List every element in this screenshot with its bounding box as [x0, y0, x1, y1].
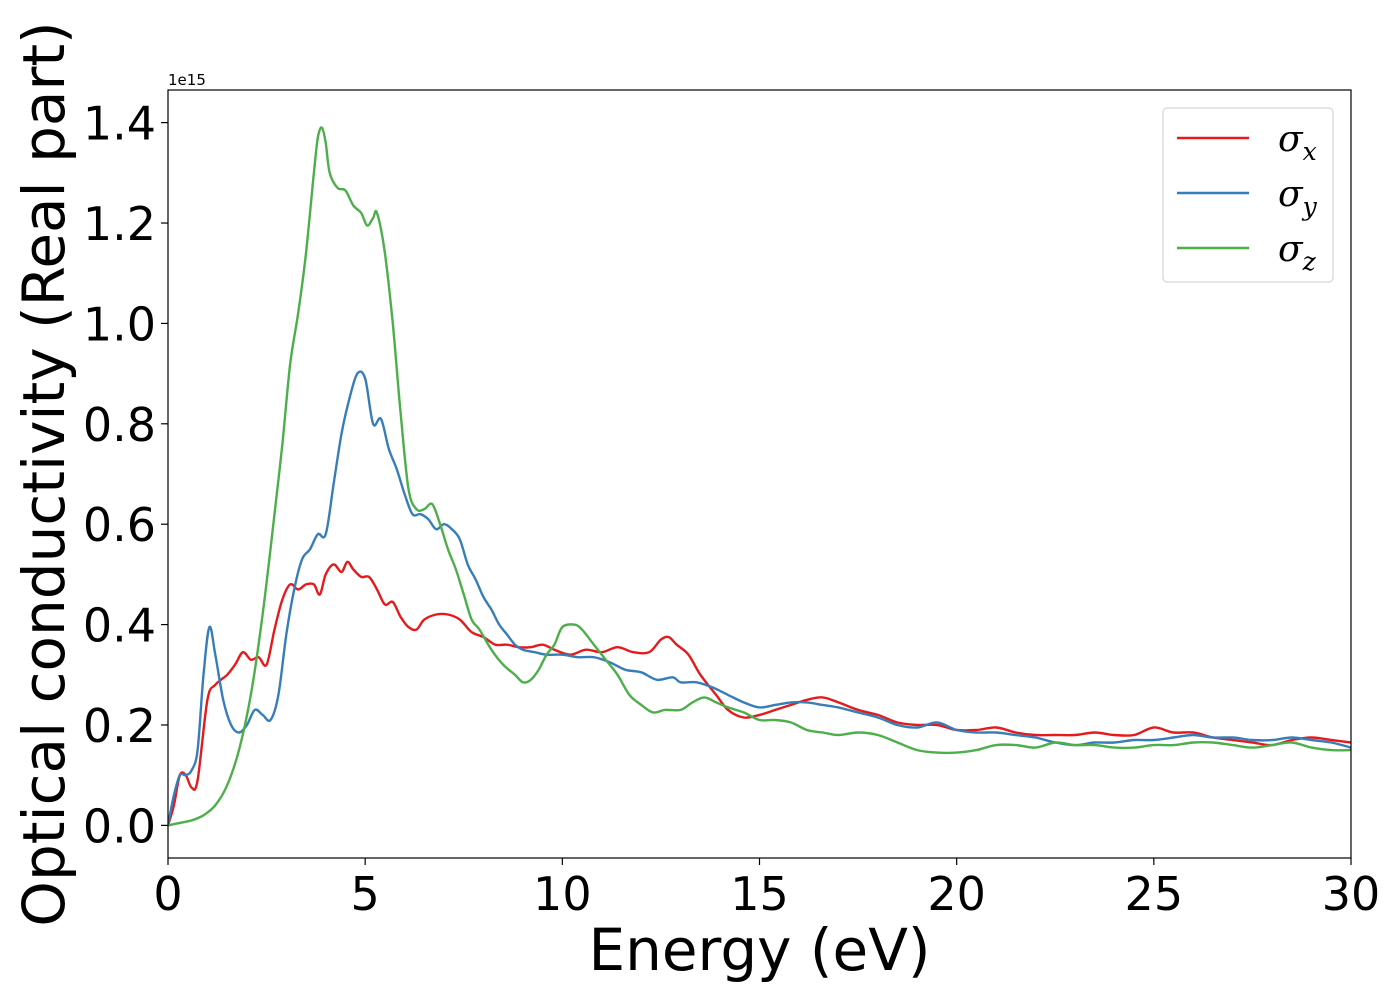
series-layer — [168, 126, 1351, 827]
y-tick-label: 0.2 — [83, 699, 156, 753]
x-tick-label: 15 — [730, 867, 789, 921]
x-tick-label: 5 — [351, 867, 380, 921]
x-axis-label: Energy (eV) — [588, 916, 930, 984]
y-tick-label: 1.0 — [83, 297, 156, 351]
y-tick-label: 1.4 — [83, 97, 156, 151]
legend-frame — [1162, 107, 1334, 283]
y-tick-label: 0.6 — [83, 498, 156, 552]
legend-label-z: σz — [1278, 229, 1317, 276]
y-tick-label: 0.0 — [83, 799, 156, 853]
y-tick-label: 0.8 — [83, 398, 156, 452]
x-tick-label: 25 — [1125, 867, 1184, 921]
y-axis-label: Optical conductivity (Real part) — [10, 21, 78, 926]
legend: σx σy σz — [1162, 107, 1334, 283]
x-tick-label: 10 — [533, 867, 592, 921]
ticks-layer: 0 5 10 15 20 25 30 0.0 0.2 0.4 0.6 0.8 1.0 1.2 1.4 — [83, 97, 1380, 921]
legend-entries: σx σy σz — [1177, 119, 1318, 276]
series-line-x — [168, 560, 1351, 827]
x-tick-label: 20 — [927, 867, 986, 921]
legend-label-x: σx — [1278, 119, 1317, 166]
y-tick-label: 1.2 — [83, 197, 156, 251]
legend-label-y: σy — [1278, 174, 1318, 221]
y-tick-label: 0.4 — [83, 599, 156, 653]
series-line-z — [168, 126, 1351, 827]
series-line-y — [168, 370, 1351, 827]
x-tick-label: 0 — [153, 867, 182, 921]
x-tick-label: 30 — [1322, 867, 1381, 921]
y-offset-label: 1e15 — [168, 71, 206, 89]
